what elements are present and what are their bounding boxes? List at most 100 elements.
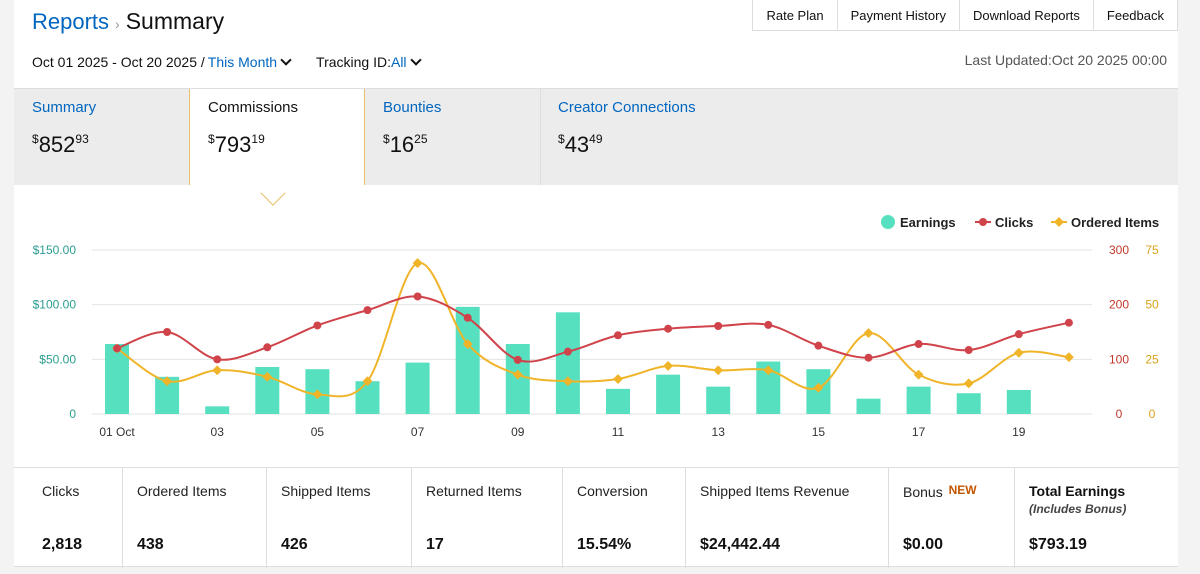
clicks-point xyxy=(463,313,472,322)
stat-value: 438 xyxy=(137,536,164,553)
amount-cents: 19 xyxy=(251,132,265,146)
last-updated: Last Updated:Oct 20 2025 00:00 xyxy=(964,52,1167,68)
tab-summary[interactable]: Summary $85293 xyxy=(14,89,189,186)
legend-earnings-label: Earnings xyxy=(900,215,956,230)
report-tabs: Summary $85293 Commissions $79319 Bounti… xyxy=(14,88,1178,191)
amount-cents: 93 xyxy=(75,132,89,146)
x-tick-label: 09 xyxy=(511,425,525,439)
chevron-down-icon[interactable] xyxy=(280,54,292,66)
breadcrumb: Reports › Summary xyxy=(32,8,224,35)
x-tick-label: 11 xyxy=(612,425,625,439)
y-right-ordered-tick-label: 0 xyxy=(1149,407,1156,421)
stat-bonus: Bonus NEW $0.00 xyxy=(888,468,1014,568)
tab-bounties-label[interactable]: Bounties xyxy=(383,99,442,116)
clicks-point xyxy=(313,321,322,330)
tab-commissions-label[interactable]: Commissions xyxy=(208,99,299,116)
clicks-point xyxy=(864,353,873,362)
stat-conversion: Conversion 15.54% xyxy=(562,468,685,568)
clicks-point xyxy=(714,321,723,330)
download-reports-button[interactable]: Download Reports xyxy=(959,0,1094,31)
stat-label: Clicks xyxy=(42,483,80,499)
page-title: Summary xyxy=(125,8,225,34)
currency-symbol: $ xyxy=(558,132,565,146)
tracking-id-value[interactable]: All xyxy=(390,54,407,70)
payment-history-button[interactable]: Payment History xyxy=(837,0,960,31)
y-left-tick-label: $50.00 xyxy=(39,352,76,366)
currency-symbol: $ xyxy=(32,132,39,146)
ordered-items-point xyxy=(913,369,924,380)
stat-value: 2,818 xyxy=(42,536,83,553)
legend-earnings-icon xyxy=(881,215,895,229)
stat-sublabel: (Includes Bonus) xyxy=(1029,502,1127,516)
amount-cents: 25 xyxy=(414,132,428,146)
tab-creator-connections[interactable]: Creator Connections $4349 xyxy=(540,89,740,186)
ordered-items-point xyxy=(562,376,573,387)
stat-returned-items: Returned Items 17 xyxy=(411,468,562,568)
tab-creator-connections-label[interactable]: Creator Connections xyxy=(558,99,696,116)
ordered-items-point xyxy=(863,328,874,339)
earnings-bar xyxy=(606,388,630,414)
stat-clicks: Clicks 2,818 xyxy=(14,468,122,568)
y-left-tick-label: 0 xyxy=(69,407,76,421)
y-right-clicks-tick-label: 0 xyxy=(1116,407,1123,421)
y-right-clicks-tick-label: 200 xyxy=(1109,298,1129,312)
clicks-point xyxy=(614,331,622,340)
y-right-ordered-tick-label: 25 xyxy=(1145,352,1159,366)
tracking-id-dropdown[interactable]: Tracking ID: All xyxy=(316,54,424,70)
x-tick-label: 05 xyxy=(311,425,325,439)
amount-cents: 49 xyxy=(589,132,603,146)
chevron-down-icon[interactable] xyxy=(409,54,422,66)
stat-value: 426 xyxy=(281,536,308,553)
earnings-chart-panel: 0 $50.00 $100.00 $150.00 0 100 200 300 0 25 50 75 01… xyxy=(14,185,1178,467)
rate-plan-button[interactable]: Rate Plan xyxy=(752,0,838,31)
legend-ordered-icon xyxy=(1054,217,1064,227)
tab-summary-label[interactable]: Summary xyxy=(32,99,97,116)
clicks-point xyxy=(1064,318,1073,327)
ordered-items-point xyxy=(1063,352,1074,363)
tab-bounties[interactable]: Bounties $1625 xyxy=(365,89,540,186)
ordered-items-point xyxy=(1013,347,1024,358)
clicks-point xyxy=(113,344,121,353)
stat-value: 17 xyxy=(426,536,444,553)
tab-commissions[interactable]: Commissions $79319 xyxy=(189,89,365,191)
earnings-bar xyxy=(956,393,981,414)
date-range: Oct 01 2025 - Oct 20 2025 / xyxy=(32,54,205,70)
legend-clicks-icon xyxy=(979,218,987,226)
clicks-point xyxy=(764,320,773,329)
stats-bar: Clicks 2,818 Ordered Items 438 Shipped I… xyxy=(14,467,1178,568)
ordered-items-point xyxy=(763,365,774,376)
tab-divider xyxy=(540,89,541,186)
earnings-chart: 0 $50.00 $100.00 $150.00 0 100 200 300 0 25 50 75 01… xyxy=(33,215,1159,439)
ordered-items-point xyxy=(212,365,223,376)
y-left-tick-label: $100.00 xyxy=(33,298,77,312)
stat-value: $0.00 xyxy=(903,536,944,553)
legend-ordered-label: Ordered Items xyxy=(1071,215,1159,230)
stat-value: 15.54% xyxy=(577,536,632,553)
ordered-items-point xyxy=(963,378,974,389)
period-dropdown[interactable]: This Month xyxy=(208,54,294,70)
earnings-bar xyxy=(555,312,580,414)
clicks-point xyxy=(263,343,272,352)
earnings-bar xyxy=(455,306,480,414)
breadcrumb-separator-icon: › xyxy=(115,16,120,32)
amount-whole: 793 xyxy=(214,132,252,157)
currency-symbol: $ xyxy=(383,132,390,146)
stat-label: Total Earnings xyxy=(1029,483,1126,499)
clicks-point xyxy=(363,306,372,315)
clicks-line xyxy=(116,295,1070,363)
breadcrumb-reports-link[interactable]: Reports xyxy=(32,9,110,34)
feedback-button[interactable]: Feedback xyxy=(1093,0,1178,31)
stat-label: Shipped Items Revenue xyxy=(700,483,850,499)
clicks-point xyxy=(563,347,572,356)
tab-summary-amount: $85293 xyxy=(32,132,171,158)
clicks-point xyxy=(1014,330,1023,339)
stat-label-text: Bonus xyxy=(903,484,943,500)
amount-whole: 16 xyxy=(389,132,415,157)
y-right-clicks-tick-label: 100 xyxy=(1109,352,1129,366)
period-value[interactable]: This Month xyxy=(207,54,278,70)
stat-value: $793.19 xyxy=(1029,536,1087,553)
x-tick-label: 03 xyxy=(211,425,225,439)
earnings-bar xyxy=(906,386,931,414)
stat-label: Ordered Items xyxy=(137,483,227,499)
ordered-items-point xyxy=(663,360,674,371)
